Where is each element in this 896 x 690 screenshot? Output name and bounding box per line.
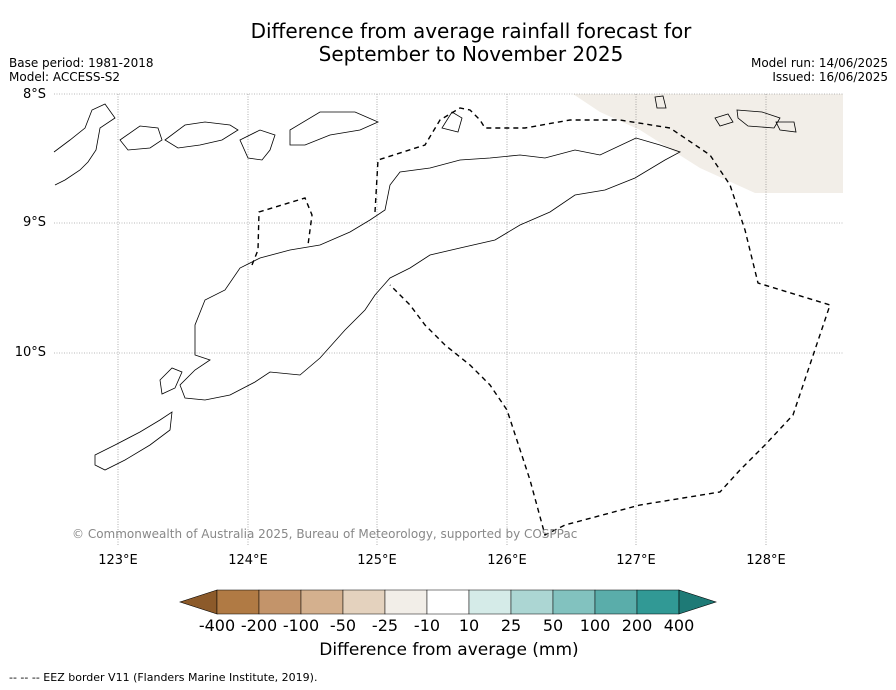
colorbar-segment (300, 589, 344, 615)
colorbar-tick-label: 10 (458, 616, 480, 635)
colorbar-tick-label: 50 (542, 616, 564, 635)
lon-label-128e: 128°E (746, 553, 786, 568)
colorbar-tick-label: 400 (663, 616, 695, 635)
colorbar-segment (468, 589, 512, 615)
meta-left: Base period: 1981-2018 Model: ACCESS-S2 (9, 56, 154, 84)
colorbar-segment (426, 589, 470, 615)
map-canvas (53, 93, 843, 545)
colorbar-tick-label: 25 (500, 616, 522, 635)
meta-right: Model run: 14/06/2025 Issued: 16/06/2025 (751, 56, 888, 84)
coastline-island-4 (289, 111, 379, 146)
colorbar-tick-label: -50 (329, 616, 357, 635)
colorbar-segment (594, 589, 638, 615)
colorbar-tick-label: -200 (240, 616, 278, 635)
colorbar-tick-label: -25 (371, 616, 399, 635)
colorbar-segment (258, 589, 302, 615)
coastline-island-3 (239, 129, 276, 161)
colorbar-tick-label: -10 (413, 616, 441, 635)
eez-footnote: -- -- -- EEZ border V11 (Flanders Marine… (9, 671, 318, 684)
colorbar-tick-label: 100 (579, 616, 611, 635)
colorbar-tick-label: 200 (621, 616, 653, 635)
lat-label-10s: 10°S (14, 345, 46, 360)
colorbar-segment (636, 589, 680, 615)
copyright-notice: © Commonwealth of Australia 2025, Bureau… (72, 527, 578, 541)
lat-label-9s: 9°S (22, 215, 46, 230)
lat-label-8s: 8°S (22, 87, 46, 102)
lon-label-123e: 123°E (98, 553, 138, 568)
colorbar-tick-label: -400 (198, 616, 236, 635)
gridlines (54, 93, 843, 545)
colorbar-segment (552, 589, 596, 615)
coastline-flores-alor (53, 103, 116, 186)
lon-label-126e: 126°E (487, 553, 527, 568)
coastline-island-1 (119, 125, 163, 151)
colorbar-label: Difference from average (mm) (319, 640, 579, 660)
colorbar-segment (216, 589, 260, 615)
eez-border (251, 107, 831, 537)
coastline-wetar-small (441, 111, 463, 133)
colorbar-segment (384, 589, 428, 615)
coastline-sawu (94, 411, 173, 471)
coastline-island-2 (164, 121, 239, 149)
colorbar-arrow-min (179, 589, 218, 615)
issued-date: Issued: 16/06/2025 (772, 70, 888, 84)
map-title: Difference from average rainfall forecas… (0, 20, 896, 66)
title-line-2: September to November 2025 (318, 42, 624, 66)
coastlines (53, 95, 797, 471)
colorbar-segment (510, 589, 554, 615)
lon-label-127e: 127°E (616, 553, 656, 568)
title-line-1: Difference from average rainfall forecas… (250, 19, 692, 43)
colorbar-segment (342, 589, 386, 615)
coastline-timor (179, 137, 681, 401)
base-period: Base period: 1981-2018 (9, 56, 154, 70)
model-run: Model run: 14/06/2025 (750, 56, 888, 70)
lon-label-124e: 124°E (228, 553, 268, 568)
colorbar-tick-label: -100 (282, 616, 320, 635)
shaded-region (573, 94, 843, 193)
lon-label-125e: 125°E (357, 553, 397, 568)
coastline-east-islands (654, 95, 797, 133)
model-name: Model: ACCESS-S2 (9, 70, 121, 84)
colorbar-arrow-max (678, 589, 717, 615)
coastline-rote (159, 367, 183, 395)
